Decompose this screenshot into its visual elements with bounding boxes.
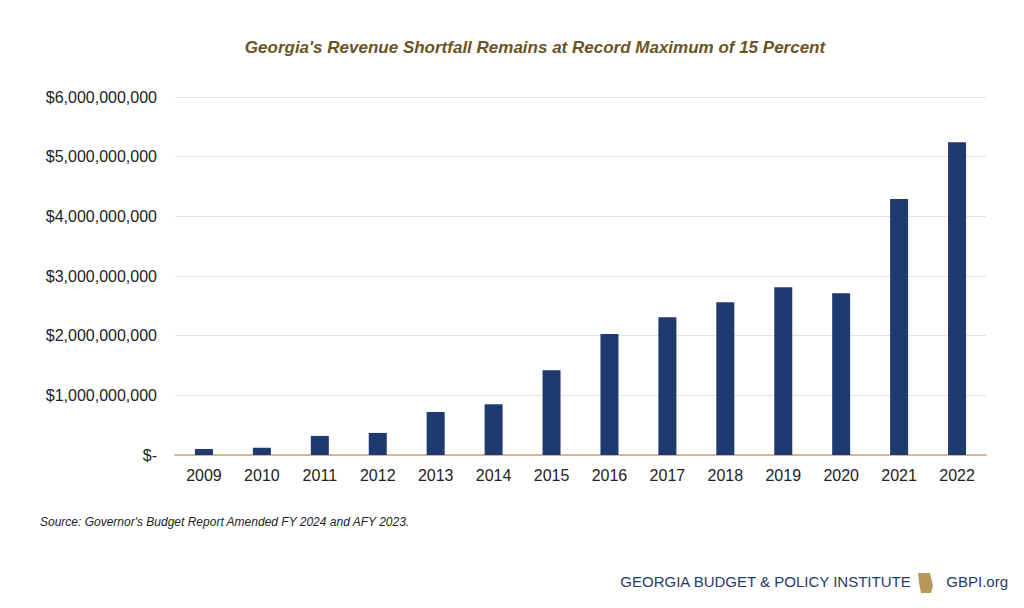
svg-text:$6,000,000,000: $6,000,000,000 — [46, 89, 157, 106]
svg-text:2009: 2009 — [186, 467, 222, 484]
svg-text:2015: 2015 — [534, 467, 570, 484]
svg-text:2022: 2022 — [939, 467, 975, 484]
svg-text:2020: 2020 — [823, 467, 859, 484]
svg-text:2018: 2018 — [708, 467, 744, 484]
svg-text:2013: 2013 — [418, 467, 454, 484]
svg-text:2019: 2019 — [765, 467, 801, 484]
svg-text:GEORGIA BUDGET & POLICY INSTIT: GEORGIA BUDGET & POLICY INSTITUTE — [620, 573, 910, 590]
svg-text:$2,000,000,000: $2,000,000,000 — [46, 327, 157, 344]
svg-text:2016: 2016 — [592, 467, 628, 484]
svg-text:2011: 2011 — [303, 467, 338, 484]
svg-text:2010: 2010 — [244, 467, 280, 484]
svg-text:$5,000,000,000: $5,000,000,000 — [46, 148, 157, 165]
svg-text:$3,000,000,000: $3,000,000,000 — [46, 268, 157, 285]
svg-text:$4,000,000,000: $4,000,000,000 — [46, 208, 157, 225]
svg-text:GBPI.org: GBPI.org — [946, 573, 1008, 590]
svg-text:$-: $- — [143, 447, 157, 464]
svg-text:2014: 2014 — [476, 467, 512, 484]
svg-text:2017: 2017 — [650, 467, 686, 484]
svg-text:$1,000,000,000: $1,000,000,000 — [46, 387, 157, 404]
svg-text:2012: 2012 — [360, 467, 396, 484]
svg-text:2021: 2021 — [881, 467, 917, 484]
svg-text:Source: Governor's Budget Repo: Source: Governor's Budget Report Amended… — [40, 515, 409, 529]
svg-text:Georgia's Revenue Shortfall Re: Georgia's Revenue Shortfall Remains at R… — [245, 38, 827, 57]
